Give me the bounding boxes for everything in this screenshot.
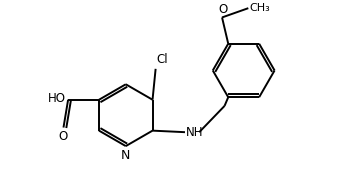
Text: HO: HO xyxy=(48,92,66,105)
Text: N: N xyxy=(120,149,130,162)
Text: O: O xyxy=(58,130,67,143)
Text: Cl: Cl xyxy=(157,53,168,66)
Text: CH₃: CH₃ xyxy=(249,3,270,13)
Text: NH: NH xyxy=(186,127,203,139)
Text: O: O xyxy=(218,3,227,16)
